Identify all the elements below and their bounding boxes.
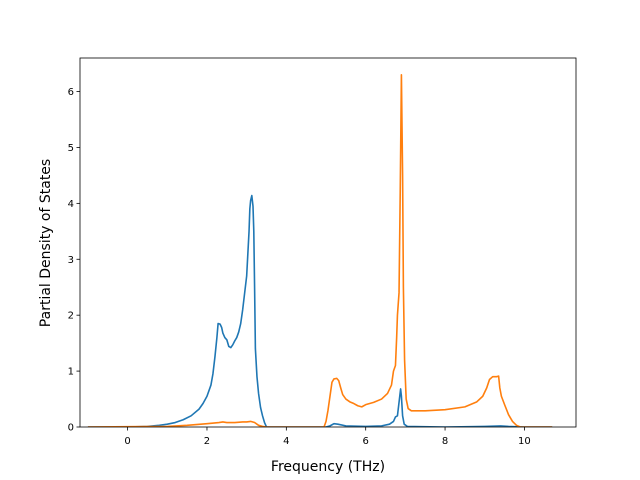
series-line-1 [87,194,553,427]
y-axis-ticks: 0 1 2 3 4 5 6 [68,87,80,434]
x-tick-label: 10 [518,436,531,447]
x-tick-label: 0 [124,436,130,447]
x-tick-label: 4 [283,436,289,447]
x-tick-label: 6 [363,436,369,447]
y-tick-label: 2 [68,311,74,322]
series-line-2 [87,73,553,427]
y-tick-label: 6 [68,87,74,98]
series-lines [87,73,553,427]
x-axis-label: Frequency (THz) [271,459,385,475]
y-tick-label: 5 [68,143,74,154]
plot-frame [79,57,577,428]
x-axis-ticks: 0 2 4 6 8 10 [124,427,531,447]
y-tick-label: 1 [68,367,74,378]
y-tick-label: 3 [68,255,74,266]
y-axis-label: Partial Density of States [38,159,54,327]
y-tick-label: 4 [68,199,74,210]
x-tick-label: 2 [204,436,210,447]
y-tick-label: 0 [68,423,74,434]
x-tick-label: 8 [442,436,448,447]
